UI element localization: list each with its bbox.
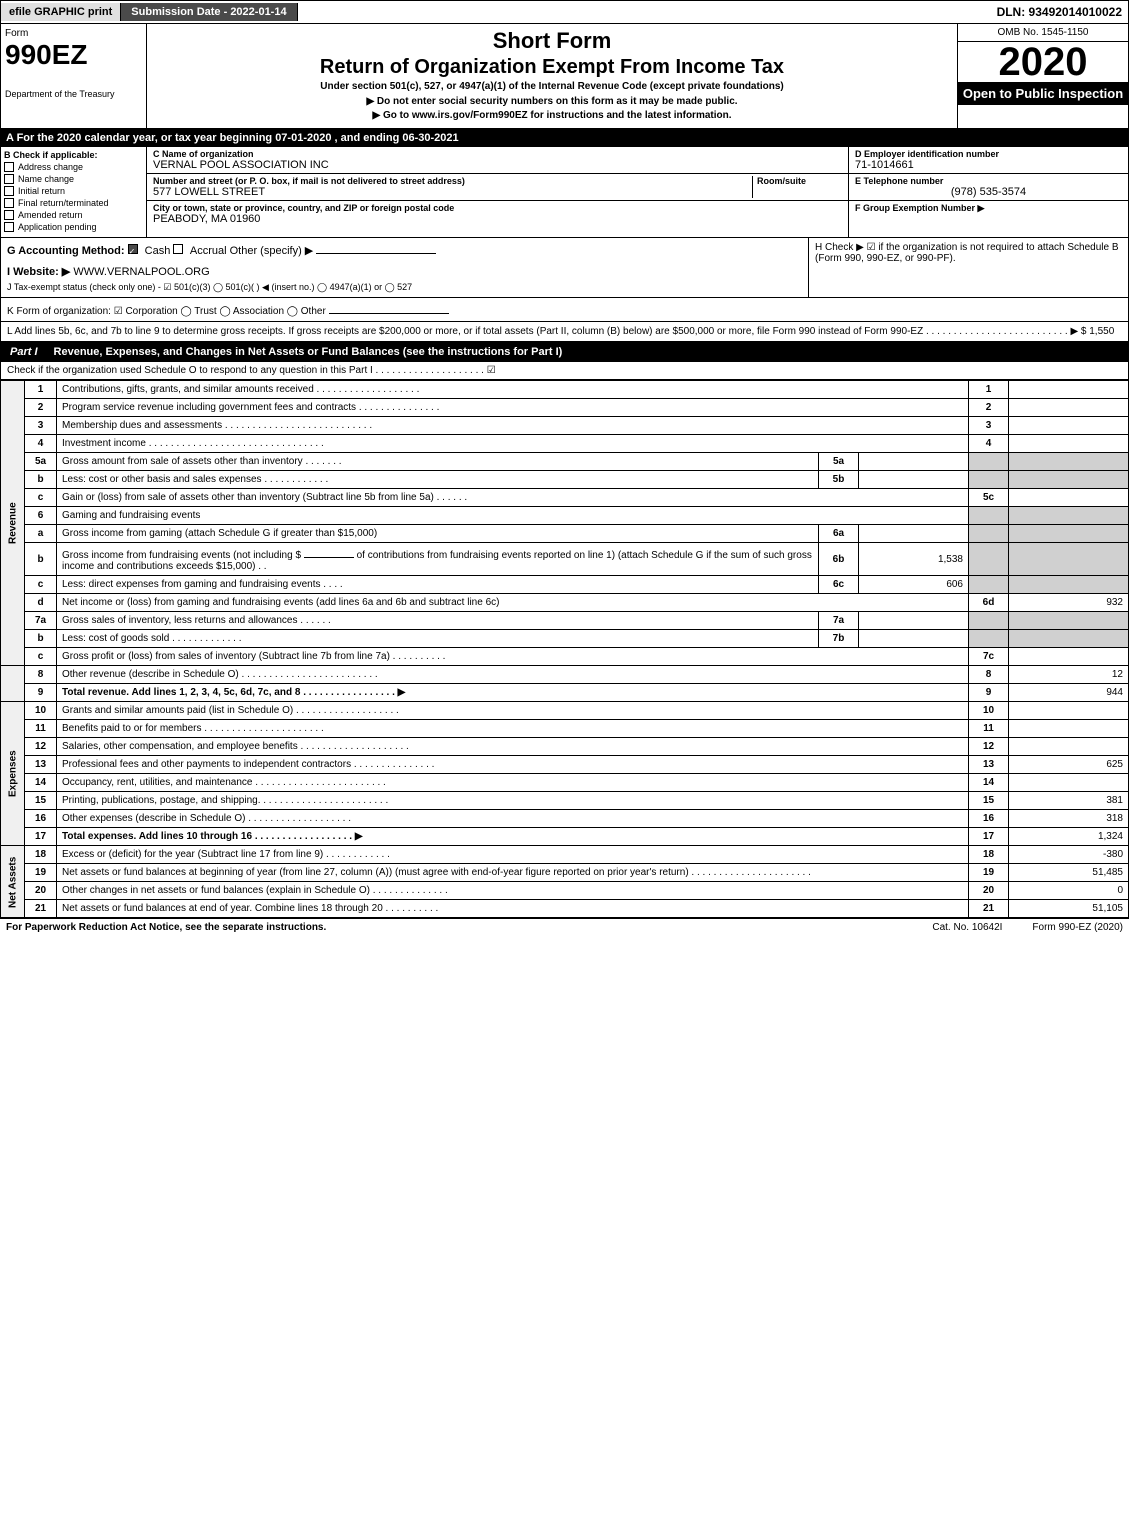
form-header: Form 990EZ Department of the Treasury Sh…	[0, 24, 1129, 129]
section-c: C Name of organization VERNAL POOL ASSOC…	[147, 147, 848, 237]
line-21-val: 51,105	[1009, 900, 1129, 918]
org-info-section: B Check if applicable: Address change Na…	[0, 147, 1129, 238]
department-label: Department of the Treasury	[5, 89, 142, 99]
room-label: Room/suite	[757, 176, 842, 186]
part-1-header: Part I Revenue, Expenses, and Changes in…	[0, 342, 1129, 362]
phone-value: (978) 535-3574	[855, 186, 1122, 198]
amended-return-check[interactable]: Amended return	[4, 210, 143, 220]
section-g-label: G Accounting Method:	[7, 245, 125, 257]
efile-print-button[interactable]: efile GRAPHIC print	[1, 3, 121, 21]
group-exemption-label: F Group Exemption Number ▶	[855, 203, 1122, 214]
other-org-input[interactable]	[329, 302, 449, 314]
revenue-expenses-table: Revenue 1 Contributions, gifts, grants, …	[0, 380, 1129, 918]
ein-value: 71-1014661	[855, 159, 1122, 171]
short-form-title: Short Form	[155, 28, 949, 54]
tax-year: 2020	[958, 42, 1128, 82]
ein-label: D Employer identification number	[855, 149, 1122, 159]
form-title-box: Short Form Return of Organization Exempt…	[147, 24, 958, 128]
line-8-val: 12	[1009, 666, 1129, 684]
paperwork-notice: For Paperwork Reduction Act Notice, see …	[6, 922, 902, 933]
city-label: City or town, state or province, country…	[153, 203, 842, 213]
form-version: Form 990-EZ (2020)	[1032, 922, 1123, 933]
line-6d-val: 932	[1009, 594, 1129, 612]
line-1-num: 1	[25, 381, 57, 399]
schedule-o-check-line: Check if the organization used Schedule …	[0, 362, 1129, 380]
line-18-val: -380	[1009, 846, 1129, 864]
line-6b-val: 1,538	[859, 543, 969, 576]
street-address: 577 LOWELL STREET	[153, 186, 752, 198]
section-b-checkboxes: B Check if applicable: Address change Na…	[1, 147, 147, 237]
section-l: L Add lines 5b, 6c, and 7b to line 9 to …	[0, 322, 1129, 342]
phone-label: E Telephone number	[855, 176, 1122, 186]
form-number-box: Form 990EZ Department of the Treasury	[1, 24, 147, 128]
return-title: Return of Organization Exempt From Incom…	[155, 56, 949, 79]
line-15-val: 381	[1009, 792, 1129, 810]
name-change-check[interactable]: Name change	[4, 174, 143, 184]
line-6c-val: 606	[859, 576, 969, 594]
app-pending-check[interactable]: Application pending	[4, 222, 143, 232]
line-20-val: 0	[1009, 882, 1129, 900]
form-label: Form	[5, 28, 142, 39]
tax-exempt-status: J Tax-exempt status (check only one) - ☑…	[7, 282, 802, 293]
contrib-amount-input[interactable]	[304, 546, 354, 558]
catalog-number: Cat. No. 10642I	[902, 922, 1032, 933]
section-h: H Check ▶ ☑ if the organization is not r…	[808, 238, 1128, 297]
line-16-val: 318	[1009, 810, 1129, 828]
accounting-method-row: G Accounting Method: ✓ Cash Accrual Othe…	[0, 238, 1129, 298]
top-bar: efile GRAPHIC print Submission Date - 20…	[0, 0, 1129, 24]
cash-checkbox[interactable]: ✓	[128, 244, 138, 254]
org-name: VERNAL POOL ASSOCIATION INC	[153, 159, 842, 171]
line-1-val	[1009, 381, 1129, 399]
section-d-e-f: D Employer identification number 71-1014…	[848, 147, 1128, 237]
part-1-label: Part I	[0, 342, 48, 362]
section-b-title: B Check if applicable:	[4, 150, 143, 160]
addr-label: Number and street (or P. O. box, if mail…	[153, 176, 752, 186]
website-link[interactable]: WWW.VERNALPOOL.ORG	[73, 266, 209, 278]
ssn-warning: ▶ Do not enter social security numbers o…	[155, 96, 949, 107]
page-footer: For Paperwork Reduction Act Notice, see …	[0, 918, 1129, 936]
under-section: Under section 501(c), 527, or 4947(a)(1)…	[155, 81, 949, 92]
accrual-checkbox[interactable]	[173, 244, 183, 254]
line-13-val: 625	[1009, 756, 1129, 774]
year-box: OMB No. 1545-1150 2020 Open to Public In…	[958, 24, 1128, 128]
open-public-badge: Open to Public Inspection	[958, 82, 1128, 105]
instructions-link[interactable]: ▶ Go to www.irs.gov/Form990EZ for instru…	[155, 110, 949, 121]
website-label: I Website: ▶	[7, 266, 70, 278]
initial-return-check[interactable]: Initial return	[4, 186, 143, 196]
expenses-side-label: Expenses	[1, 702, 25, 846]
netassets-side-label: Net Assets	[1, 846, 25, 918]
other-specify-input[interactable]	[316, 242, 436, 254]
line-1-rnum: 1	[969, 381, 1009, 399]
dln-number: DLN: 93492014010022	[997, 5, 1128, 19]
section-k: K Form of organization: ☑ Corporation ◯ …	[0, 298, 1129, 322]
line-9-val: 944	[1009, 684, 1129, 702]
line-1-desc: Contributions, gifts, grants, and simila…	[57, 381, 969, 399]
calendar-year-bar: A For the 2020 calendar year, or tax yea…	[0, 129, 1129, 147]
line-19-val: 51,485	[1009, 864, 1129, 882]
line-17-val: 1,324	[1009, 828, 1129, 846]
org-name-label: C Name of organization	[153, 149, 842, 159]
city-state-zip: PEABODY, MA 01960	[153, 213, 842, 225]
revenue-side-label: Revenue	[1, 381, 25, 666]
part-1-title: Revenue, Expenses, and Changes in Net As…	[48, 342, 1129, 362]
address-change-check[interactable]: Address change	[4, 162, 143, 172]
form-number: 990EZ	[5, 39, 142, 71]
submission-date: Submission Date - 2022-01-14	[121, 3, 297, 21]
final-return-check[interactable]: Final return/terminated	[4, 198, 143, 208]
